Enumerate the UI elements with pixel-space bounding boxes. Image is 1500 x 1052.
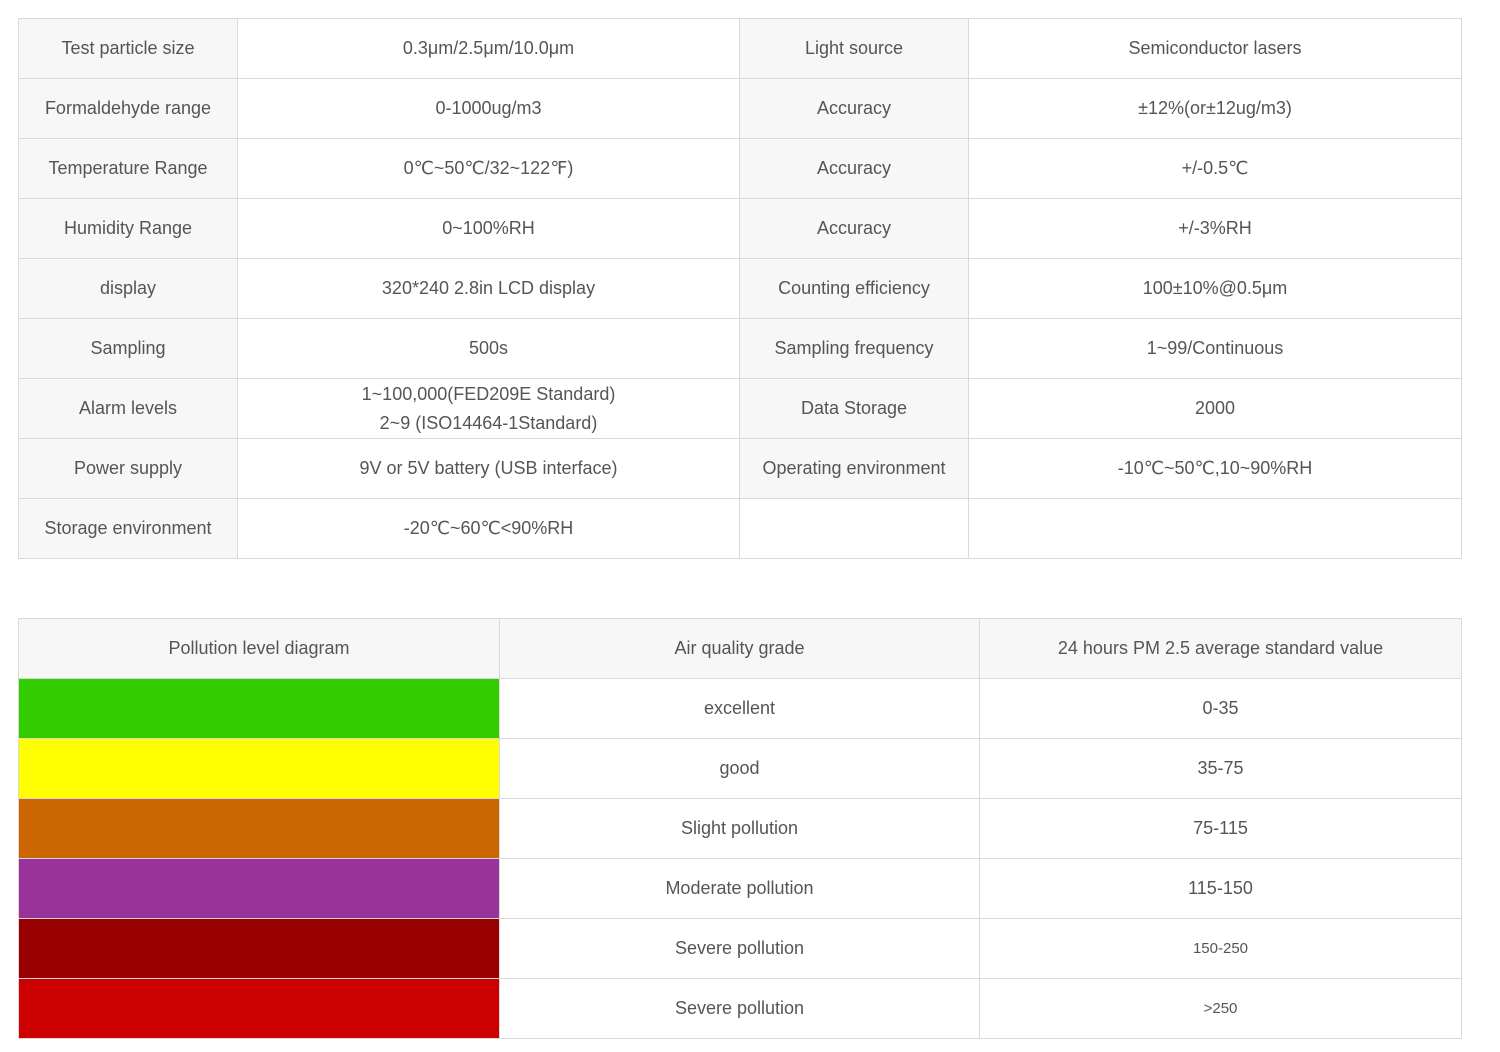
spec-label: Temperature Range xyxy=(18,138,238,199)
pm25-value: 150-250 xyxy=(979,918,1462,979)
spec-value: 2000 xyxy=(968,378,1462,439)
table-row: Test particle size 0.3μm/2.5μm/10.0μm Li… xyxy=(18,18,1462,79)
spec-value: 0~100%RH xyxy=(237,198,740,259)
spec-value: -10℃~50℃,10~90%RH xyxy=(968,438,1462,499)
pm25-value: >250 xyxy=(979,978,1462,1039)
table-row: Power supply 9V or 5V battery (USB inter… xyxy=(18,438,1462,499)
spec-value: 9V or 5V battery (USB interface) xyxy=(237,438,740,499)
spec-value-line: 1~100,000(FED209E Standard) xyxy=(361,383,616,404)
pm25-value: 0-35 xyxy=(979,678,1462,739)
spec-value: Semiconductor lasers xyxy=(968,18,1462,79)
spec-value: 0.3μm/2.5μm/10.0μm xyxy=(237,18,740,79)
spec-label: Sampling xyxy=(18,318,238,379)
spec-label: Accuracy xyxy=(739,78,969,139)
specifications-table: Test particle size 0.3μm/2.5μm/10.0μm Li… xyxy=(18,18,1462,559)
table-row: Formaldehyde range 0-1000ug/m3 Accuracy … xyxy=(18,78,1462,139)
spec-label: Light source xyxy=(739,18,969,79)
table-row: Slight pollution 75-115 xyxy=(18,798,1462,859)
spec-label: Power supply xyxy=(18,438,238,499)
pollution-level-table: Pollution level diagram Air quality grad… xyxy=(18,618,1462,1039)
spec-value: ±12%(or±12ug/m3) xyxy=(968,78,1462,139)
pollution-color-swatch xyxy=(18,678,500,739)
table-row: Moderate pollution 115-150 xyxy=(18,858,1462,919)
pm25-value: 115-150 xyxy=(979,858,1462,919)
table-row: Temperature Range 0℃~50℃/32~122℉) Accura… xyxy=(18,138,1462,199)
spec-label: Accuracy xyxy=(739,198,969,259)
spec-value: +/-3%RH xyxy=(968,198,1462,259)
table-row: good 35-75 xyxy=(18,738,1462,799)
spec-label: Storage environment xyxy=(18,498,238,559)
pollution-color-swatch xyxy=(18,978,500,1039)
pm25-value: 75-115 xyxy=(979,798,1462,859)
header-air-quality-grade: Air quality grade xyxy=(499,618,980,679)
spec-label: Humidity Range xyxy=(18,198,238,259)
spec-value: 0℃~50℃/32~122℉) xyxy=(237,138,740,199)
spec-label: Operating environment xyxy=(739,438,969,499)
spec-value: +/-0.5℃ xyxy=(968,138,1462,199)
pollution-color-swatch xyxy=(18,918,500,979)
pm25-value: 35-75 xyxy=(979,738,1462,799)
spec-label: display xyxy=(18,258,238,319)
spec-label: Sampling frequency xyxy=(739,318,969,379)
table-row: Severe pollution 150-250 xyxy=(18,918,1462,979)
spec-value-line: 2~9 (ISO14464-1Standard) xyxy=(379,412,598,433)
spec-label: Accuracy xyxy=(739,138,969,199)
table-row: Sampling 500s Sampling frequency 1~99/Co… xyxy=(18,318,1462,379)
spec-value-empty xyxy=(968,498,1462,559)
spec-value: 100±10%@0.5μm xyxy=(968,258,1462,319)
spec-label: Counting efficiency xyxy=(739,258,969,319)
spec-label: Formaldehyde range xyxy=(18,78,238,139)
spec-label-empty xyxy=(739,498,969,559)
table-header-row: Pollution level diagram Air quality grad… xyxy=(18,618,1462,679)
spec-value: 500s xyxy=(237,318,740,379)
table-row: Alarm levels 1~100,000(FED209E Standard)… xyxy=(18,378,1462,439)
air-quality-grade: Moderate pollution xyxy=(499,858,980,919)
spec-label: Test particle size xyxy=(18,18,238,79)
air-quality-grade: good xyxy=(499,738,980,799)
table-row: Severe pollution >250 xyxy=(18,978,1462,1039)
table-row: display 320*240 2.8in LCD display Counti… xyxy=(18,258,1462,319)
air-quality-grade: Slight pollution xyxy=(499,798,980,859)
table-row: Humidity Range 0~100%RH Accuracy +/-3%RH xyxy=(18,198,1462,259)
table-row: excellent 0-35 xyxy=(18,678,1462,739)
spec-label: Data Storage xyxy=(739,378,969,439)
header-pm25-standard-value: 24 hours PM 2.5 average standard value xyxy=(979,618,1462,679)
spec-value: -20℃~60℃<90%RH xyxy=(237,498,740,559)
header-pollution-level-diagram: Pollution level diagram xyxy=(18,618,500,679)
air-quality-grade: Severe pollution xyxy=(499,978,980,1039)
pollution-color-swatch xyxy=(18,858,500,919)
air-quality-grade: excellent xyxy=(499,678,980,739)
pollution-color-swatch xyxy=(18,798,500,859)
spec-value: 1~99/Continuous xyxy=(968,318,1462,379)
spec-value: 320*240 2.8in LCD display xyxy=(237,258,740,319)
spec-label: Alarm levels xyxy=(18,378,238,439)
spec-value-multiline: 1~100,000(FED209E Standard) 2~9 (ISO1446… xyxy=(237,378,740,439)
pollution-color-swatch xyxy=(18,738,500,799)
table-row: Storage environment -20℃~60℃<90%RH xyxy=(18,498,1462,559)
spec-value: 0-1000ug/m3 xyxy=(237,78,740,139)
air-quality-grade: Severe pollution xyxy=(499,918,980,979)
